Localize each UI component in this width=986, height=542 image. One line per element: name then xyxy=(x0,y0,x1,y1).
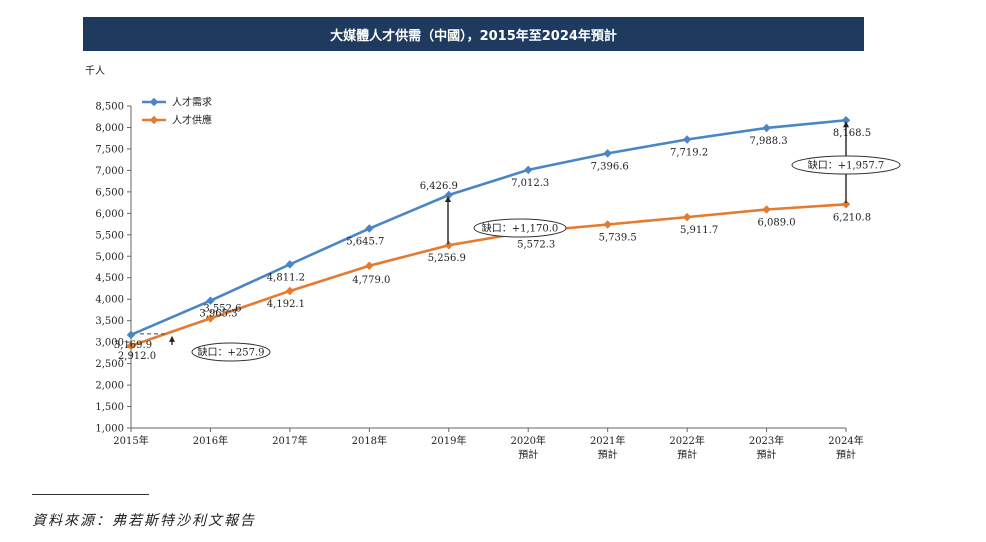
source-note: 資料來源：弗若斯特沙利文報告 xyxy=(32,513,256,529)
x-tick-label: 2020年 xyxy=(510,434,545,447)
data-label: 4,192.1 xyxy=(267,299,305,310)
data-point xyxy=(126,341,136,351)
data-point xyxy=(762,123,771,133)
data-point xyxy=(603,220,612,229)
data-label: 2,912.0 xyxy=(118,351,156,362)
gap-arrow-head xyxy=(445,196,451,203)
data-point xyxy=(285,286,295,296)
x-tick-label: 2015年 xyxy=(113,434,148,447)
data-point xyxy=(682,212,692,222)
data-label: 5,572.3 xyxy=(517,240,555,251)
x-tick-sublabel: 預計 xyxy=(518,448,538,461)
legend-label: 人才需求 xyxy=(172,96,212,109)
y-tick-label: 6,000 xyxy=(95,209,124,220)
data-point xyxy=(365,224,374,233)
data-label: 4,811.2 xyxy=(267,272,305,283)
y-tick-label: 2,000 xyxy=(95,381,124,392)
legend-swatch-marker xyxy=(149,97,159,107)
x-tick-label: 2021年 xyxy=(590,434,625,447)
data-point xyxy=(603,149,612,158)
data-point xyxy=(365,261,374,270)
data-label: 6,426.9 xyxy=(420,181,458,192)
gap-annotation-label: 缺口：+1,170.0 xyxy=(482,222,559,235)
chart-title: 大媒體人才供需（中國），2015年至2024年預計 xyxy=(83,17,864,51)
data-label: 8,168.5 xyxy=(833,128,871,139)
data-label: 6,089.0 xyxy=(757,218,795,229)
data-label: 3,965.3 xyxy=(199,309,237,320)
data-label: 6,210.8 xyxy=(833,212,871,223)
data-label: 3,169.9 xyxy=(114,340,152,351)
x-tick-label: 2016年 xyxy=(193,434,228,447)
data-point xyxy=(285,260,295,269)
y-tick-label: 8,000 xyxy=(95,123,124,134)
data-point xyxy=(444,240,454,250)
x-tick-label: 2018年 xyxy=(352,434,387,447)
data-point xyxy=(126,330,136,340)
y-tick-label: 2,500 xyxy=(95,359,124,370)
gap-annotation-ellipse xyxy=(473,218,567,238)
x-tick-label: 2019年 xyxy=(431,434,466,447)
y-tick-label: 8,500 xyxy=(95,102,124,113)
gap-annotation-ellipse xyxy=(791,155,901,175)
y-tick-label: 5,500 xyxy=(95,230,124,241)
x-tick-sublabel: 預計 xyxy=(757,448,777,461)
y-tick-label: 7,500 xyxy=(95,144,124,155)
data-point xyxy=(523,165,533,175)
data-point xyxy=(682,135,692,144)
legend-swatch-marker xyxy=(149,115,159,125)
data-label: 7,396.6 xyxy=(591,161,629,172)
data-point xyxy=(206,314,215,323)
data-label: 3,552.6 xyxy=(203,303,241,314)
series-line-demand xyxy=(130,118,847,337)
series-line-supply xyxy=(130,202,847,348)
data-label: 5,256.9 xyxy=(428,253,466,264)
gap-arrow-head xyxy=(169,335,175,342)
x-tick-sublabel: 預計 xyxy=(598,448,618,461)
data-label: 4,779.0 xyxy=(352,275,390,286)
x-tick-label: 2023年 xyxy=(749,434,784,447)
data-label: 7,988.3 xyxy=(749,136,787,147)
data-label: 5,911.7 xyxy=(680,225,718,236)
y-tick-label: 7,000 xyxy=(95,166,124,177)
gap-annotation-ellipse xyxy=(191,342,271,362)
y-tick-label: 3,000 xyxy=(95,338,124,349)
x-tick-label: 2024年 xyxy=(828,434,863,447)
line-chart: 1,000 1,500 2,000 2,500 3,000 3,500 4,000 4,500… xyxy=(95,96,901,461)
y-tick-label: 3,500 xyxy=(95,316,124,327)
x-tick-label: 2022年 xyxy=(669,434,704,447)
y-tick-label: 5,000 xyxy=(95,252,124,263)
data-label: 5,645.7 xyxy=(346,237,384,248)
x-tick-label: 2017年 xyxy=(272,434,307,447)
source-divider xyxy=(32,494,149,495)
y-tick-label: 1,500 xyxy=(95,402,124,413)
gap-annotation-label: 缺口：+1,957.7 xyxy=(808,159,885,172)
gap-arrow-head xyxy=(843,121,849,128)
gap-annotation-label: 缺口：+257.9 xyxy=(197,346,264,359)
y-axis-unit-label: 千人 xyxy=(85,66,105,77)
data-label: 7,719.2 xyxy=(670,148,708,159)
data-label: 5,739.5 xyxy=(599,233,637,244)
x-tick-sublabel: 預計 xyxy=(677,448,697,461)
x-tick-sublabel: 預計 xyxy=(836,448,856,461)
legend-label: 人才供應 xyxy=(172,114,212,127)
data-label: 7,012.3 xyxy=(511,178,549,189)
y-tick-label: 6,500 xyxy=(95,187,124,198)
y-tick-label: 1,000 xyxy=(95,424,124,435)
y-tick-label: 4,500 xyxy=(95,273,124,284)
data-point xyxy=(206,296,215,305)
y-tick-label: 4,000 xyxy=(95,295,124,306)
data-point xyxy=(444,190,454,200)
data-point xyxy=(762,205,771,214)
